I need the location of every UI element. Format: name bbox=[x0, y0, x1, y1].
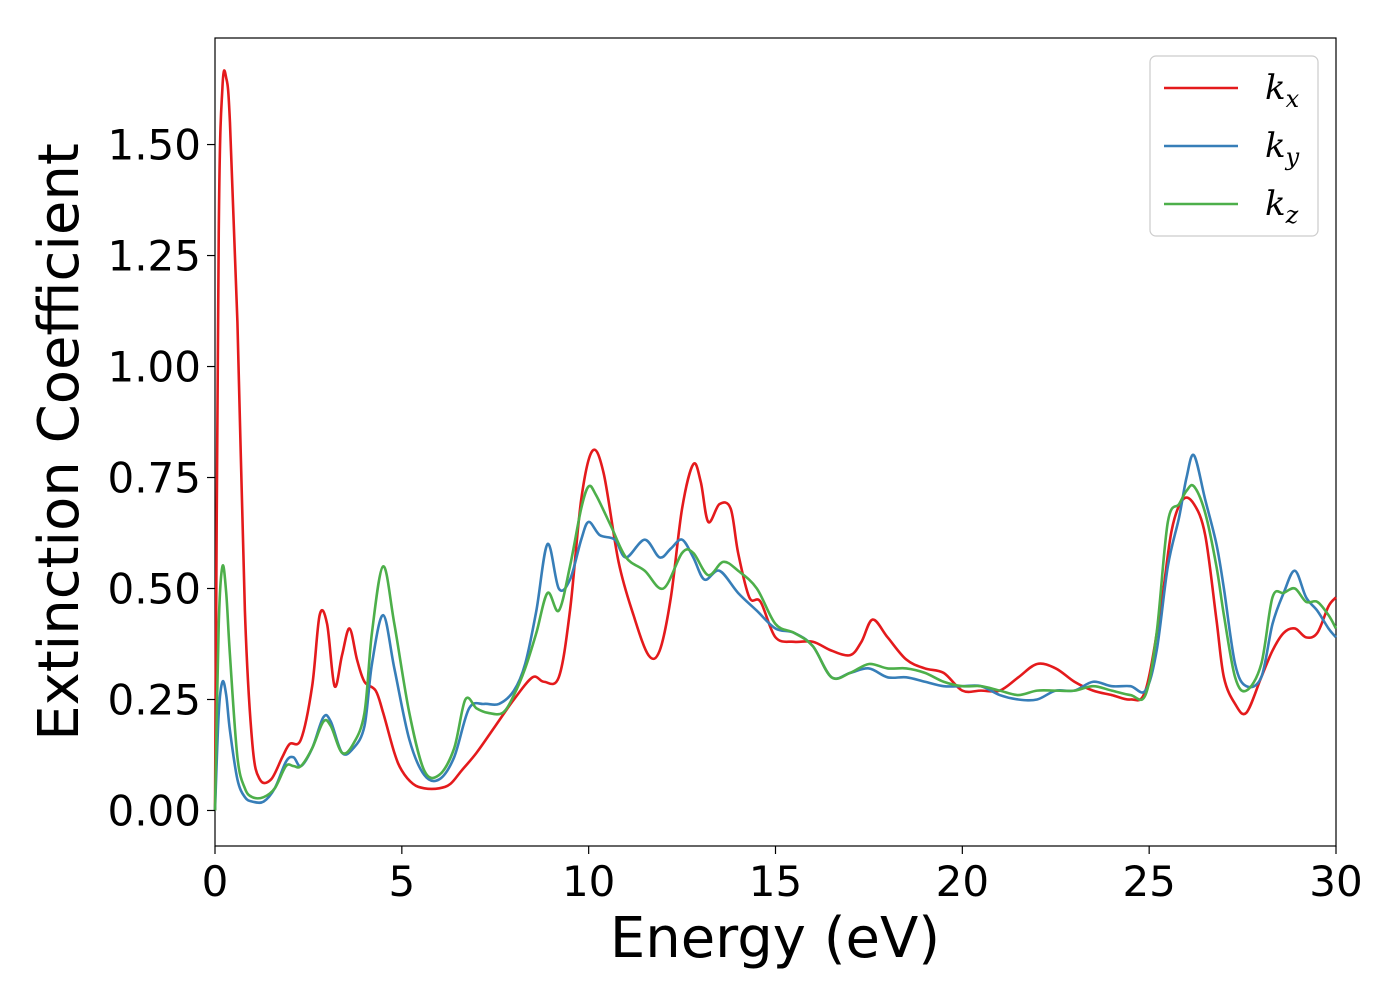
series-layer bbox=[213, 69, 1338, 811]
x-tick-label: 30 bbox=[1309, 857, 1362, 906]
x-tick-label: 20 bbox=[936, 857, 989, 906]
y-axis: 0.00 0.25 0.50 0.75 1.00 1.25 1.50 bbox=[107, 121, 215, 835]
y-axis-label: Extinction Coefficient bbox=[27, 143, 92, 741]
y-tick-label: 1.25 bbox=[107, 232, 201, 281]
y-tick-label: 1.00 bbox=[107, 343, 201, 392]
y-tick-label: 0.75 bbox=[107, 454, 201, 503]
y-tick-label: 1.50 bbox=[107, 121, 201, 170]
x-axis: 0 5 10 15 20 25 30 bbox=[202, 846, 1363, 906]
y-tick-label: 0.50 bbox=[107, 565, 201, 614]
x-axis-label: Energy (eV) bbox=[610, 906, 940, 971]
x-tick-label: 10 bbox=[562, 857, 615, 906]
x-tick-label: 0 bbox=[202, 857, 229, 906]
series-line-k-x bbox=[213, 69, 1337, 811]
y-tick-label: 0.25 bbox=[107, 675, 201, 724]
y-tick-label: 0.00 bbox=[107, 786, 201, 835]
x-tick-label: 25 bbox=[1122, 857, 1175, 906]
series-line-k-z bbox=[213, 483, 1338, 811]
x-tick-label: 15 bbox=[749, 857, 802, 906]
x-tick-label: 5 bbox=[388, 857, 415, 906]
